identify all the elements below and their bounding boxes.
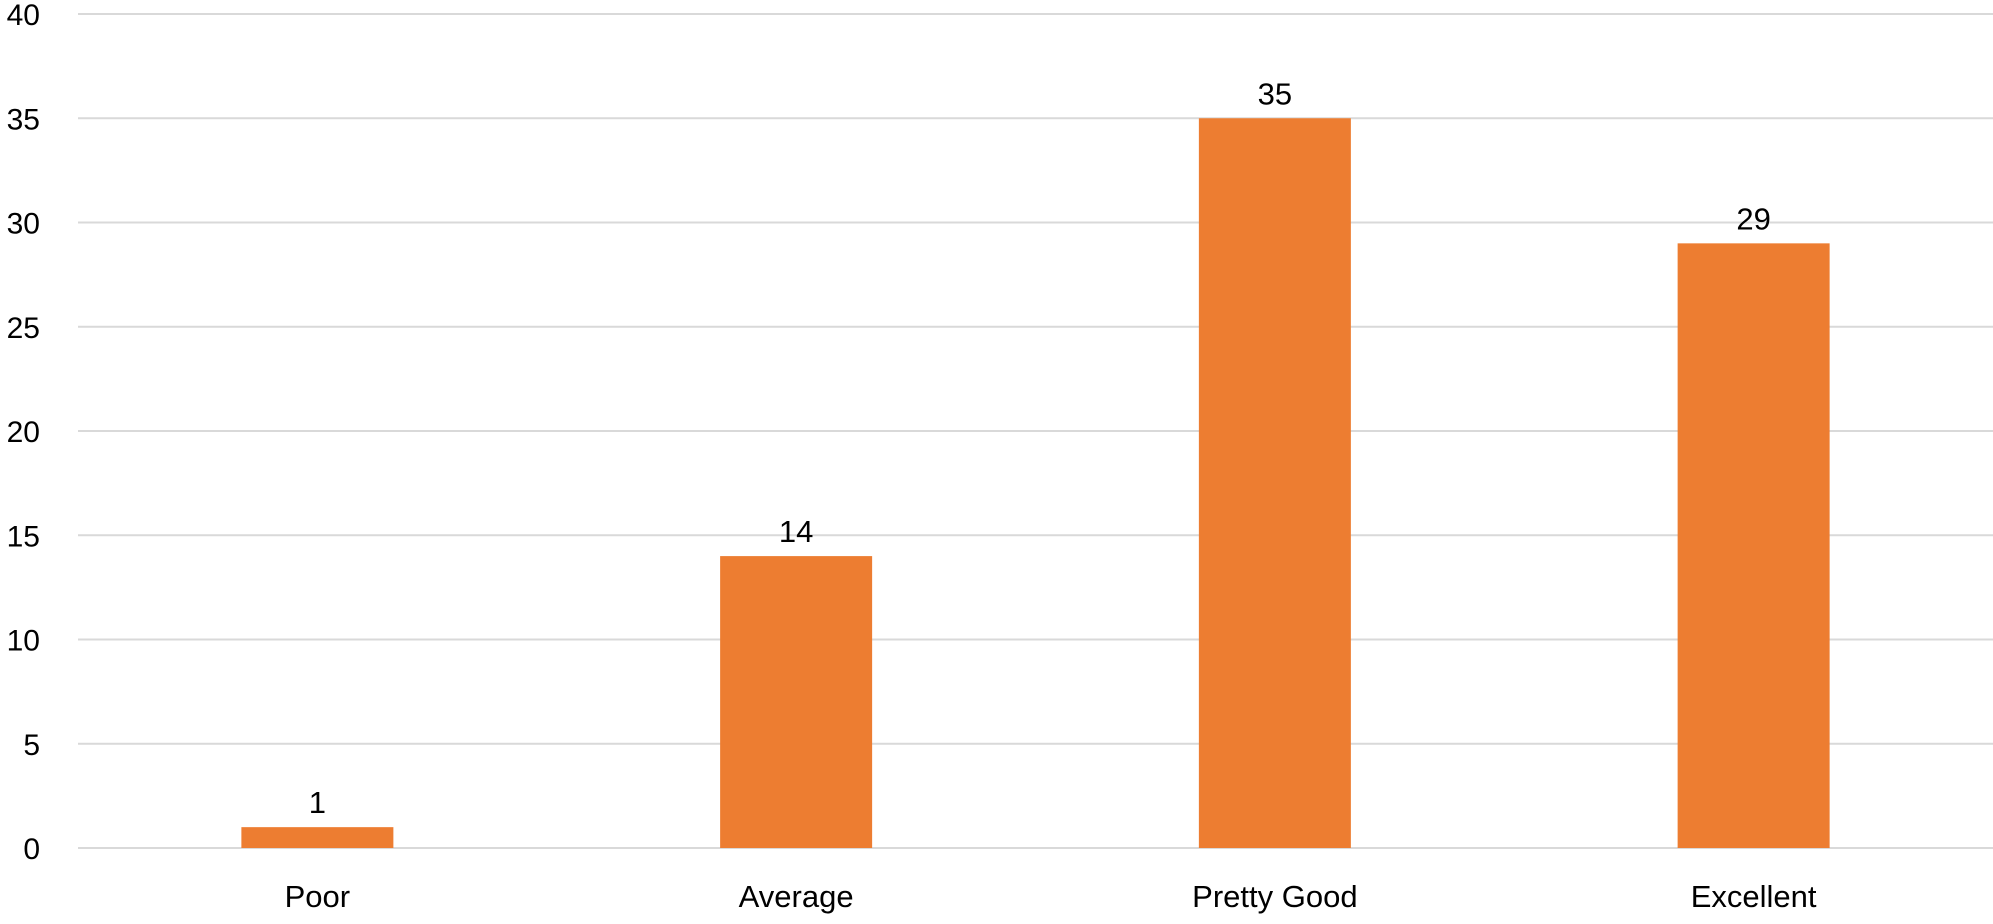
y-tick-label: 15 [7, 520, 40, 553]
bar-excellent [1677, 243, 1830, 849]
y-tick-label: 20 [7, 416, 40, 449]
bar-poor [241, 827, 394, 848]
y-tick-label: 40 [7, 0, 40, 32]
bar-pretty-good [1198, 118, 1351, 848]
y-tick-label: 0 [23, 833, 40, 866]
x-category-label: Pretty Good [1192, 879, 1357, 914]
data-label: 35 [1258, 76, 1292, 111]
data-label: 1 [309, 785, 326, 820]
y-tick-label: 30 [7, 208, 40, 241]
y-tick-label: 35 [7, 103, 40, 136]
x-category-label: Excellent [1691, 879, 1817, 914]
bars [241, 118, 1830, 849]
data-label: 14 [779, 514, 813, 549]
data-label: 29 [1736, 201, 1770, 236]
x-axis-category-labels: Poor Average Pretty Good Excellent [285, 879, 1817, 914]
x-category-label: Average [739, 879, 854, 914]
gridlines [78, 13, 1993, 849]
data-labels: 1 14 35 29 [309, 76, 1771, 820]
bar-average [720, 556, 873, 848]
y-tick-label: 10 [7, 625, 40, 658]
y-axis-tick-labels: 0 5 10 15 20 25 30 35 40 [7, 0, 40, 866]
x-category-label: Poor [285, 879, 350, 914]
y-tick-label: 25 [7, 312, 40, 345]
y-tick-label: 5 [23, 729, 40, 762]
